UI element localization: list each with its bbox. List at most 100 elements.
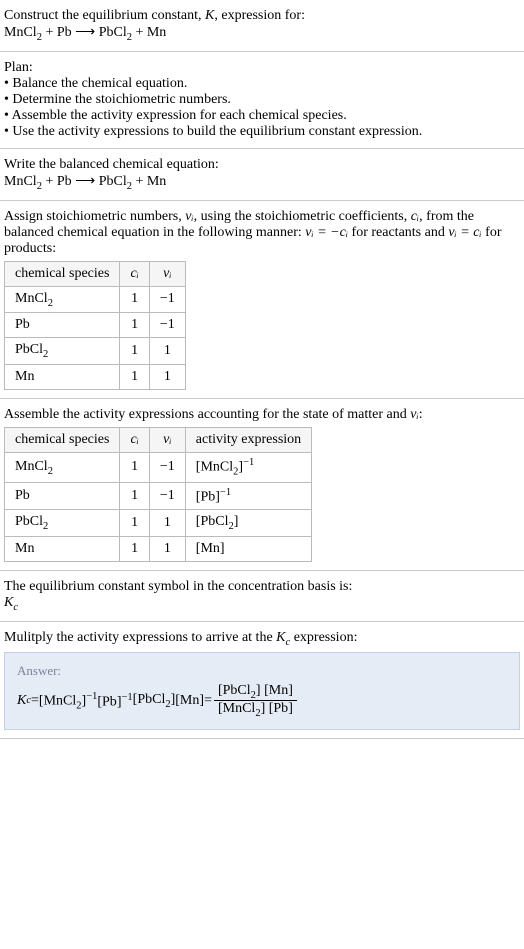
text: [Pb [269,701,288,716]
activity-table: chemical species cᵢ νᵢ activity expressi… [4,427,312,562]
text: ] [256,683,264,698]
term: [PbCl2] [133,692,176,710]
th-ci: cᵢ [120,261,149,286]
th-ci: cᵢ [120,428,149,453]
stoich-text: Assign stoichiometric numbers, νᵢ, using… [4,209,520,257]
cell-species: Mn [5,365,120,390]
cell-nu: 1 [149,338,185,365]
text: [MnCl [39,693,76,708]
table-header-row: chemical species cᵢ νᵢ activity expressi… [5,428,312,453]
table-row: MnCl2 1 −1 [MnCl2]−1 [5,453,312,482]
plan-bullet: • Use the activity expressions to build … [4,124,520,140]
sub: 2 [48,465,53,476]
text: MnCl [15,459,48,474]
table-row: Mn 1 1 [5,365,186,390]
balanced-equation: MnCl2 + Pb ⟶ PbCl2 + Mn [4,173,520,192]
text: Assign stoichiometric numbers, [4,209,185,224]
section-intro: Construct the equilibrium constant, K, e… [0,0,524,52]
text: [Pb [196,489,215,504]
c-i: cᵢ [411,209,419,224]
cell-c: 1 [120,482,149,510]
answer-box: Answer: Kc = [MnCl2]−1 [Pb]−1 [PbCl2] [M… [4,652,520,731]
relation: νᵢ = −cᵢ [305,225,348,240]
cell-species: Pb [5,313,120,338]
plan-bullet: • Determine the stoichiometric numbers. [4,92,520,108]
text: Construct the equilibrium constant, [4,8,205,23]
cell-nu: −1 [149,453,185,482]
text: [MnCl [218,701,255,716]
sup: −1 [243,457,254,468]
cell-c: 1 [120,537,149,562]
numerator: [PbCl2] [Mn] [214,683,297,702]
activity-heading: Assemble the activity expressions accoun… [4,407,520,423]
cell-activity: [Mn] [185,537,311,562]
text: Assemble the activity expressions accoun… [4,407,410,422]
text: MnCl [15,291,48,306]
cell-nu: 1 [149,537,185,562]
eq: = [31,693,39,709]
cell-c: 1 [120,313,149,338]
plan-heading: Plan: [4,60,520,76]
eq-part: MnCl [4,174,37,189]
table-row: PbCl2 1 1 [5,338,186,365]
eq-part: + Pb ⟶ PbCl [42,25,127,40]
sup: −1 [220,487,231,498]
table-row: Pb 1 −1 [Pb]−1 [5,482,312,510]
text: [Mn [196,541,220,556]
sub: 2 [43,521,48,532]
plan-bullet: • Assemble the activity expression for e… [4,108,520,124]
nu-i: νᵢ [410,407,418,422]
text: expression: [290,630,357,645]
eq2: = [204,693,212,709]
th-activity: activity expression [185,428,311,453]
eq-part: + Mn [132,174,166,189]
intro-line1: Construct the equilibrium constant, K, e… [4,8,520,24]
cell-species: PbCl2 [5,510,120,537]
answer-expression: Kc = [MnCl2]−1 [Pb]−1 [PbCl2] [Mn] = [Pb… [17,683,507,720]
cell-nu: 1 [149,365,185,390]
text: for reactants and [348,225,448,240]
sub: 2 [48,297,53,308]
answer-label: Answer: [17,663,507,679]
relation: νᵢ = cᵢ [448,225,481,240]
K-symbol: K [205,8,214,23]
text: [PbCl [218,683,251,698]
sup: −1 [86,691,97,702]
multiply-text: Mulitply the activity expressions to arr… [4,630,520,648]
plan-bullet: • Balance the chemical equation. [4,76,520,92]
section-activity: Assemble the activity expressions accoun… [0,399,524,571]
cell-nu: −1 [149,482,185,510]
c-sub: c [13,602,18,613]
text: [PbCl [196,514,229,529]
kc-symbol: Kc [4,595,520,613]
cell-species: Pb [5,482,120,510]
sub: 2 [43,349,48,360]
cell-species: MnCl2 [5,453,120,482]
cell-nu: 1 [149,510,185,537]
table-row: PbCl2 1 1 [PbCl2] [5,510,312,537]
cell-c: 1 [120,338,149,365]
text: [Mn [175,693,199,708]
cell-c: 1 [120,365,149,390]
term: [Pb]−1 [97,692,132,711]
text: ] [220,541,225,556]
K: K [4,595,13,610]
table-row: Pb 1 −1 [5,313,186,338]
cell-activity: [PbCl2] [185,510,311,537]
balanced-heading: Write the balanced chemical equation: [4,157,520,173]
th-species: chemical species [5,261,120,286]
nu-i: νᵢ [185,209,193,224]
denominator: [MnCl2] [Pb] [214,701,297,719]
text: : [419,407,423,422]
text: PbCl [15,514,43,529]
section-stoich: Assign stoichiometric numbers, νᵢ, using… [0,201,524,400]
th-nui: νᵢ [149,261,185,286]
stoich-table: chemical species cᵢ νᵢ MnCl2 1 −1 Pb 1 −… [4,261,186,391]
text: PbCl [15,342,43,357]
eq-part: + Pb ⟶ PbCl [42,174,127,189]
cell-nu: −1 [149,286,185,313]
text: ] [234,514,239,529]
section-plan: Plan: • Balance the chemical equation. •… [0,52,524,149]
th-species: chemical species [5,428,120,453]
section-symbol: The equilibrium constant symbol in the c… [0,571,524,622]
